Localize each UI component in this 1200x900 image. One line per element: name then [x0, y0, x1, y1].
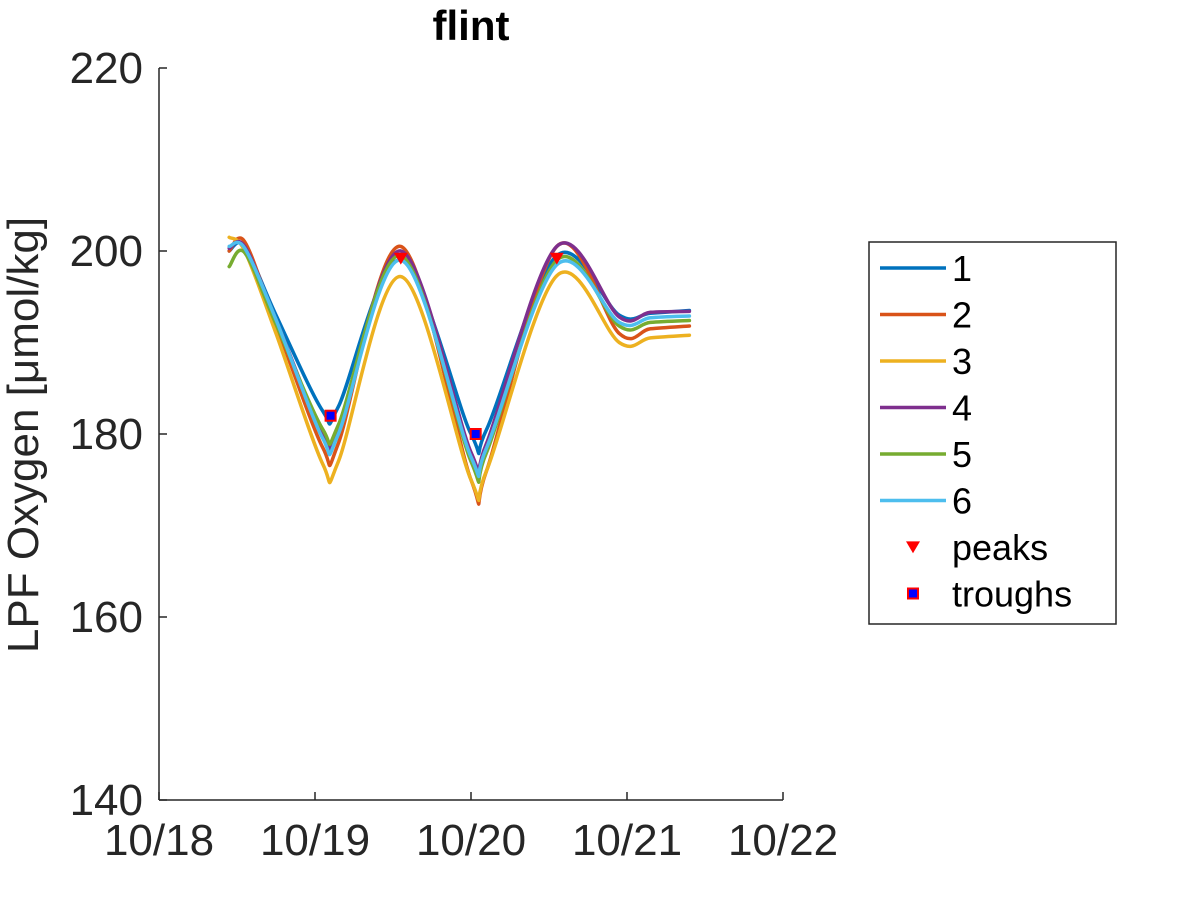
legend-label-3: 3 — [952, 341, 972, 382]
series-line-3 — [227, 235, 692, 503]
y-tick-label: 200 — [70, 227, 143, 276]
y-tick-label: 220 — [70, 44, 143, 93]
x-tick-label: 10/20 — [416, 816, 526, 865]
plot-lines — [227, 235, 692, 506]
x-tick-label: 10/19 — [260, 816, 370, 865]
legend-label-5: 5 — [952, 434, 972, 475]
x-tick-label: 10/22 — [728, 816, 838, 865]
x-tick-label: 10/18 — [104, 816, 214, 865]
legend-label-6: 6 — [952, 481, 972, 522]
trough-marker — [469, 428, 482, 440]
series-line-2 — [227, 236, 692, 506]
legend-box — [868, 241, 1117, 625]
chart-title: flint — [433, 2, 510, 49]
legend-label-4: 4 — [952, 388, 972, 429]
legend-swatch-peaks — [906, 541, 920, 554]
trough-marker — [324, 409, 337, 422]
legend-label-1: 1 — [952, 248, 972, 289]
axes: 140 160 180 200 220 10/18 10/19 10/20 10/21 10/22 — [70, 44, 838, 865]
series-line-6 — [227, 240, 692, 479]
x-tick-label: 10/21 — [572, 816, 682, 865]
legend: 1 2 3 4 5 6 peaks troughs — [868, 241, 1117, 625]
legend-label-peaks: peaks — [952, 527, 1048, 568]
y-tick-label: 140 — [70, 776, 143, 825]
legend-label-2: 2 — [952, 295, 972, 336]
y-tick-label: 180 — [70, 410, 143, 459]
y-tick-label: 160 — [70, 593, 143, 642]
peak-marker — [393, 252, 408, 265]
markers — [324, 252, 564, 440]
peak-marker — [549, 252, 564, 265]
legend-label-troughs: troughs — [952, 574, 1072, 615]
legend-swatch-troughs — [907, 587, 919, 600]
y-axis-label: LPF Oxygen [μmol/kg] — [0, 217, 48, 653]
